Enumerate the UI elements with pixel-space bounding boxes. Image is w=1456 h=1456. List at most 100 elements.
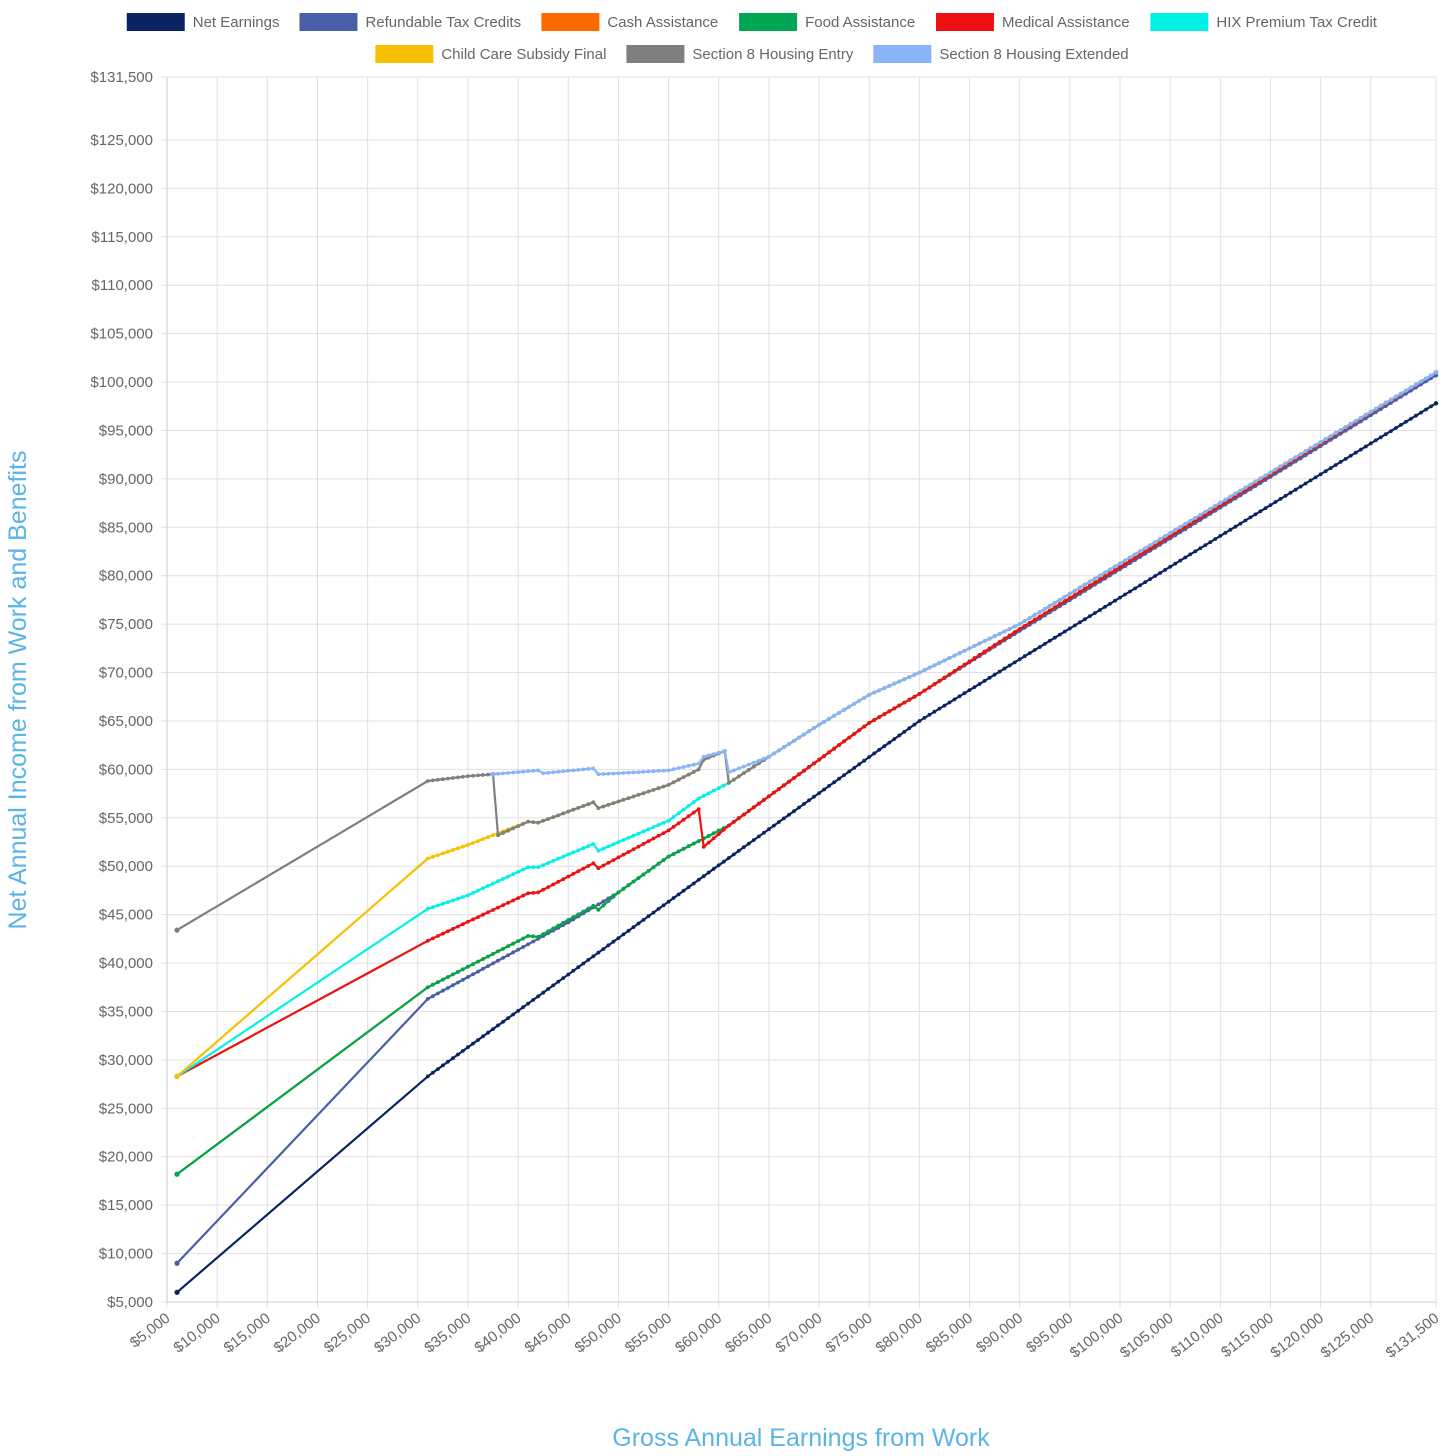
legend-item-section-8-housing-extended[interactable]: Section 8 Housing Extended — [873, 45, 1129, 63]
data-point — [832, 746, 836, 751]
data-point — [1143, 580, 1147, 585]
data-point — [1083, 617, 1087, 622]
y-axis-title: Net Annual Income from Work and Benefits — [4, 451, 32, 930]
data-point — [696, 877, 701, 882]
data-point — [641, 918, 646, 922]
data-point — [892, 681, 897, 686]
series-line — [176, 371, 1437, 1078]
data-point — [782, 783, 786, 788]
data-point — [1128, 589, 1132, 594]
data-point — [1178, 525, 1183, 529]
data-point — [1173, 531, 1178, 535]
data-point — [1298, 452, 1303, 457]
data-point — [942, 675, 947, 680]
series-net-earnings — [174, 401, 1439, 1295]
data-point — [872, 690, 877, 695]
legend-item-medical-assistance[interactable]: Medical Assistance — [935, 13, 1130, 31]
y-tick-label: $15,000 — [99, 1197, 153, 1214]
data-point — [1313, 475, 1318, 480]
data-point — [1419, 379, 1423, 384]
legend-item-child-care-subsidy-final[interactable]: Child Care Subsidy Final — [375, 45, 606, 63]
data-point — [1253, 512, 1258, 517]
data-point — [1042, 642, 1047, 646]
data-point — [907, 697, 912, 702]
data-point — [1283, 461, 1288, 466]
legend-item-hix-premium-tax-credit[interactable]: HIX Premium Tax Credit — [1150, 13, 1378, 31]
data-point — [541, 990, 546, 995]
data-point — [1333, 431, 1338, 435]
data-point — [441, 777, 445, 782]
x-tick-label: $60,000 — [672, 1310, 725, 1357]
data-point — [962, 648, 967, 653]
data-point — [897, 679, 902, 684]
legend-item-food-assistance[interactable]: Food Assistance — [739, 13, 915, 31]
data-point — [521, 893, 525, 898]
data-point — [696, 796, 701, 801]
legend-item-refundable-tax-credits[interactable]: Refundable Tax Credits — [299, 13, 521, 31]
data-point — [967, 659, 972, 664]
legend-label: Child Care Subsidy Final — [441, 46, 606, 63]
data-point — [1193, 516, 1198, 520]
data-point — [526, 1001, 530, 1006]
data-point — [456, 970, 460, 974]
data-point — [1078, 585, 1082, 590]
data-point — [616, 890, 621, 895]
data-point — [451, 983, 455, 988]
data-point — [1409, 385, 1413, 390]
data-point — [586, 767, 591, 771]
data-point — [1108, 567, 1112, 572]
data-point — [621, 771, 626, 775]
data-point — [947, 672, 952, 677]
x-tick-label: $55,000 — [622, 1310, 675, 1357]
data-point — [746, 762, 751, 767]
legend-label: Section 8 Housing Entry — [692, 46, 853, 63]
data-point — [631, 833, 636, 838]
data-point — [932, 682, 937, 686]
data-point — [1148, 577, 1152, 581]
data-point — [446, 849, 450, 854]
data-point — [581, 767, 586, 772]
data-point — [1067, 626, 1072, 631]
data-point — [992, 634, 997, 639]
data-point — [877, 715, 882, 719]
data-point — [551, 983, 556, 988]
data-point — [425, 997, 430, 1001]
data-point — [451, 927, 455, 931]
legend-item-net-earnings[interactable]: Net Earnings — [126, 13, 280, 31]
data-point — [691, 841, 696, 846]
data-point — [762, 798, 766, 802]
data-point — [1233, 524, 1238, 529]
data-point — [1368, 441, 1373, 446]
data-point — [661, 821, 666, 825]
data-point — [1253, 479, 1258, 484]
data-point — [847, 704, 852, 709]
data-point — [726, 781, 731, 785]
data-point — [551, 815, 556, 819]
data-point — [506, 1016, 510, 1020]
data-point — [536, 820, 541, 825]
data-point — [767, 794, 771, 799]
legend-item-cash-assistance[interactable]: Cash Assistance — [541, 13, 718, 31]
data-point — [636, 844, 641, 849]
x-tick-label: $70,000 — [772, 1310, 825, 1357]
data-point — [1429, 404, 1433, 409]
series-line — [176, 371, 1437, 932]
data-point — [461, 967, 465, 972]
data-point — [857, 728, 862, 733]
data-point — [1273, 500, 1278, 504]
legend-item-section-8-housing-entry[interactable]: Section 8 Housing Entry — [626, 45, 854, 63]
data-point — [441, 1063, 445, 1068]
data-point — [706, 840, 711, 845]
data-point — [1424, 376, 1428, 381]
data-point — [1323, 469, 1328, 474]
data-point — [1168, 531, 1173, 535]
data-point — [636, 876, 641, 880]
x-tick-label: $35,000 — [421, 1310, 474, 1357]
data-point — [651, 788, 656, 792]
data-point — [1083, 582, 1087, 587]
data-point — [917, 670, 922, 675]
legend-swatch — [299, 13, 358, 31]
data-point — [586, 844, 591, 848]
data-point — [506, 953, 510, 958]
data-point — [992, 672, 997, 677]
